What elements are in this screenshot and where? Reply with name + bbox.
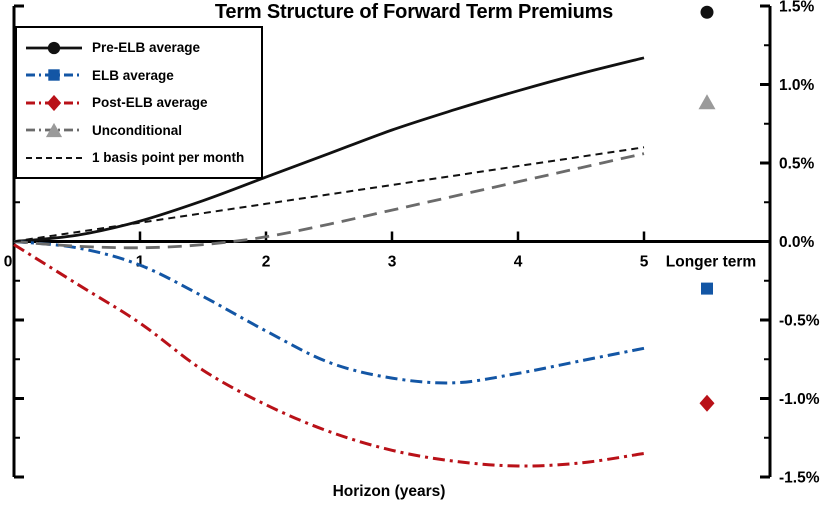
legend-item-label: Pre-ELB average bbox=[92, 40, 201, 56]
legend-item-label: ELB average bbox=[92, 67, 174, 83]
y-tick-label: 1.5% bbox=[779, 0, 815, 16]
legend-item: 1 basis point per month bbox=[25, 144, 253, 172]
legend-item: Post-ELB average bbox=[25, 89, 253, 117]
legend-item-label: Unconditional bbox=[92, 122, 182, 138]
x-tick-label: 1 bbox=[136, 254, 145, 271]
diamond-marker bbox=[699, 394, 715, 412]
legend-item: Unconditional bbox=[25, 117, 253, 145]
square-marker bbox=[48, 69, 60, 81]
x-tick-label: 4 bbox=[514, 254, 523, 271]
legend-line-sample bbox=[26, 156, 82, 159]
series-post-elb-average bbox=[13, 243, 645, 468]
longer-term-label: Longer term bbox=[666, 254, 756, 271]
legend-item: ELB average bbox=[25, 62, 253, 90]
x-axis-label: Horizon (years) bbox=[332, 483, 446, 500]
circle-marker bbox=[700, 5, 714, 19]
x-tick-label: 0 bbox=[4, 254, 13, 271]
legend-item-label: 1 basis point per month bbox=[92, 150, 245, 166]
series-1-basis-point-per-month bbox=[13, 146, 645, 243]
y-tick-label: -1.5% bbox=[779, 470, 820, 487]
triangle-marker bbox=[698, 94, 716, 110]
diamond-marker bbox=[46, 94, 62, 111]
legend-line-sample bbox=[26, 123, 82, 138]
y-tick-label: -1.0% bbox=[779, 391, 820, 408]
legend: Pre-ELB average ELB average Post-ELB avera… bbox=[15, 26, 263, 179]
legend-line-sample bbox=[26, 69, 82, 81]
circle-marker bbox=[47, 41, 61, 54]
chart-title: Term Structure of Forward Term Premiums bbox=[214, 1, 614, 23]
y-tick-label: -0.5% bbox=[779, 313, 820, 330]
x-tick-label: 5 bbox=[640, 254, 649, 271]
legend-line-sample bbox=[26, 41, 82, 54]
legend-item: Pre-ELB average bbox=[25, 34, 253, 62]
y-tick-label: 0.0% bbox=[779, 234, 815, 251]
series-unconditional bbox=[13, 152, 645, 250]
x-tick-label: 3 bbox=[388, 254, 397, 271]
triangle-marker bbox=[45, 123, 63, 138]
series-elb-average bbox=[13, 240, 645, 385]
legend-line-sample bbox=[26, 94, 82, 111]
y-tick-label: 1.0% bbox=[779, 77, 815, 94]
legend-item-label: Post-ELB average bbox=[92, 95, 208, 111]
square-marker bbox=[701, 282, 713, 295]
y-tick-label: 0.5% bbox=[779, 156, 815, 173]
x-tick-label: 2 bbox=[262, 254, 271, 271]
